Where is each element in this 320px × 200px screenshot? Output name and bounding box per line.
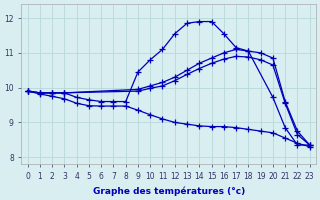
X-axis label: Graphe des températures (°c): Graphe des températures (°c) [92,186,245,196]
